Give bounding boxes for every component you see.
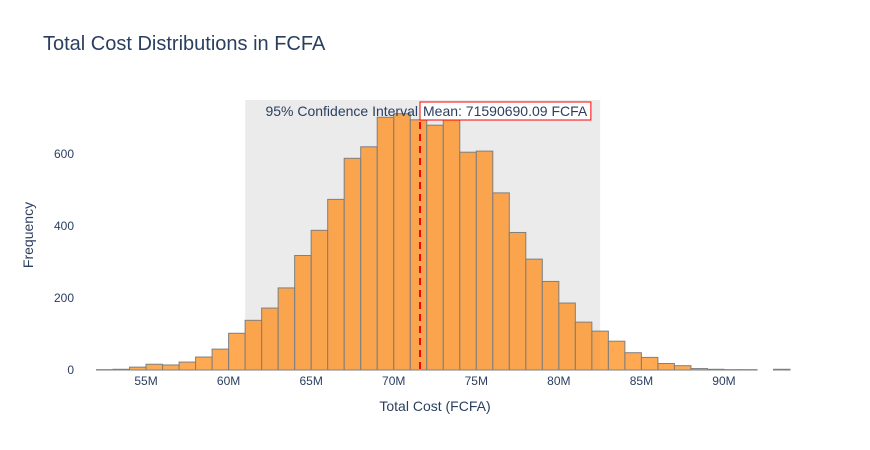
histogram-bar [574, 321, 593, 371]
histogram-bar [360, 146, 378, 371]
y-tick-label: 0 [67, 363, 74, 377]
histogram-bar [492, 192, 510, 371]
x-tick-label: 55M [134, 374, 157, 388]
x-tick-label: 60M [217, 374, 240, 388]
histogram-bar [772, 368, 791, 371]
histogram-bar [558, 302, 576, 371]
histogram-bar [541, 280, 560, 371]
y-tick-label: 600 [54, 147, 74, 161]
histogram-bar [244, 319, 263, 371]
y-tick-label: 400 [54, 219, 74, 233]
histogram-bar [706, 368, 725, 371]
histogram-bar [640, 356, 659, 371]
histogram-bar [129, 366, 147, 371]
histogram-bar [162, 364, 180, 371]
histogram-bar [607, 340, 626, 371]
histogram-bar [508, 231, 527, 371]
histogram-bar [343, 157, 362, 371]
confidence-interval-label: 95% Confidence Interval [265, 103, 418, 119]
histogram-bar [673, 365, 692, 371]
histogram-bar [195, 356, 213, 371]
histogram-bar [211, 348, 230, 371]
mean-label-text: Mean: 71590690.09 FCFA [423, 103, 588, 119]
chart-title: Total Cost Distributions in FCFA [43, 33, 326, 55]
histogram-bar [442, 103, 461, 371]
mean-label-box [419, 101, 592, 121]
histogram-bar [393, 113, 411, 371]
histogram-bar [327, 198, 345, 371]
x-tick-label: 85M [630, 374, 653, 388]
histogram-bar [376, 116, 395, 371]
x-axis-ticks: 55M 60M 65M 70M 75M 80M 85M 90M [134, 374, 735, 388]
histogram-bar [591, 330, 609, 371]
histogram-bar [409, 119, 428, 371]
x-axis-title: Total Cost (FCFA) [379, 398, 490, 414]
x-tick-label: 65M [299, 374, 322, 388]
histogram-bar [178, 361, 197, 371]
y-tick-label: 200 [54, 291, 74, 305]
x-tick-label: 75M [465, 374, 488, 388]
histogram-bar [657, 363, 675, 371]
histogram-bar [525, 258, 543, 371]
bars-layer [96, 103, 791, 371]
histogram-bar [690, 368, 708, 371]
histogram-bar [475, 150, 494, 371]
histogram-bar [261, 307, 279, 371]
x-tick-label: 70M [382, 374, 405, 388]
histogram-bar [294, 255, 312, 371]
x-tick-label: 80M [547, 374, 570, 388]
annotations-layer: 95% Confidence Interval Mean: 71590690.09… [265, 101, 592, 121]
x-tick-label: 90M [712, 374, 735, 388]
histogram-bar [624, 352, 642, 371]
mean-label: Mean: 71590690.09 FCFA [419, 101, 592, 121]
histogram-bar [112, 368, 131, 371]
histogram-bar [277, 287, 296, 371]
y-axis-ticks: 0 200 400 600 [54, 147, 74, 377]
histogram-bar [145, 363, 164, 371]
histogram-bar [228, 332, 246, 371]
histogram-bar [459, 151, 477, 371]
histogram-bar [426, 124, 444, 371]
histogram-bar [310, 229, 329, 371]
y-axis-title: Frequency [20, 202, 36, 268]
